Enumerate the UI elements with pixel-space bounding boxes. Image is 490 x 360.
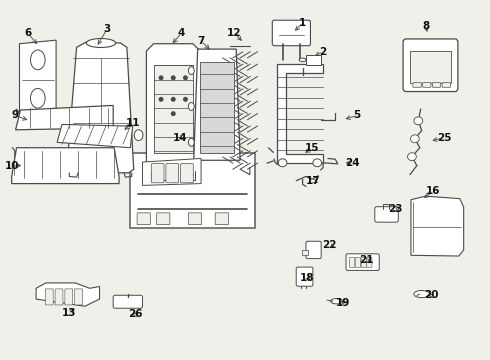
- Text: 19: 19: [336, 298, 350, 308]
- Polygon shape: [154, 65, 193, 153]
- Text: 15: 15: [305, 143, 319, 153]
- FancyBboxPatch shape: [215, 213, 228, 225]
- Polygon shape: [143, 158, 201, 185]
- Text: 5: 5: [354, 111, 361, 121]
- FancyBboxPatch shape: [413, 83, 421, 87]
- FancyBboxPatch shape: [65, 289, 73, 305]
- Ellipse shape: [408, 153, 416, 161]
- Circle shape: [171, 97, 176, 102]
- Text: 13: 13: [62, 309, 76, 318]
- Text: 26: 26: [128, 310, 143, 319]
- Text: 23: 23: [388, 204, 403, 215]
- Text: 18: 18: [300, 273, 315, 283]
- Circle shape: [183, 97, 188, 102]
- Ellipse shape: [188, 103, 194, 111]
- FancyBboxPatch shape: [296, 267, 313, 286]
- FancyBboxPatch shape: [151, 163, 164, 183]
- Polygon shape: [411, 196, 464, 256]
- Ellipse shape: [411, 135, 419, 143]
- FancyBboxPatch shape: [367, 258, 372, 267]
- FancyBboxPatch shape: [113, 295, 143, 308]
- Ellipse shape: [278, 159, 287, 167]
- Text: 4: 4: [178, 28, 185, 38]
- FancyBboxPatch shape: [355, 258, 361, 267]
- Ellipse shape: [188, 67, 194, 75]
- Polygon shape: [20, 40, 56, 119]
- FancyBboxPatch shape: [403, 39, 458, 91]
- Circle shape: [159, 97, 164, 102]
- FancyBboxPatch shape: [432, 83, 441, 87]
- Text: 1: 1: [299, 18, 306, 28]
- FancyBboxPatch shape: [74, 289, 82, 305]
- FancyBboxPatch shape: [361, 258, 367, 267]
- Ellipse shape: [299, 58, 306, 62]
- Polygon shape: [277, 64, 323, 163]
- Polygon shape: [12, 148, 119, 184]
- Circle shape: [183, 75, 188, 80]
- Bar: [130, 153, 255, 228]
- Text: 2: 2: [319, 46, 327, 57]
- Text: 9: 9: [11, 111, 18, 121]
- Text: 16: 16: [426, 186, 440, 197]
- Text: 3: 3: [104, 24, 111, 34]
- Polygon shape: [57, 125, 133, 148]
- FancyBboxPatch shape: [188, 213, 201, 225]
- Text: 21: 21: [359, 255, 373, 265]
- FancyBboxPatch shape: [137, 213, 150, 225]
- FancyBboxPatch shape: [180, 163, 193, 183]
- FancyBboxPatch shape: [442, 83, 450, 87]
- Ellipse shape: [414, 117, 423, 125]
- Polygon shape: [194, 49, 240, 160]
- FancyBboxPatch shape: [166, 163, 179, 183]
- FancyBboxPatch shape: [55, 289, 63, 305]
- Ellipse shape: [30, 88, 45, 108]
- Text: 14: 14: [173, 133, 188, 143]
- Text: 17: 17: [306, 176, 320, 186]
- FancyBboxPatch shape: [375, 207, 398, 222]
- Circle shape: [159, 75, 164, 80]
- Circle shape: [171, 75, 176, 80]
- FancyBboxPatch shape: [423, 83, 431, 87]
- Text: 10: 10: [4, 161, 19, 171]
- Polygon shape: [199, 62, 234, 153]
- FancyBboxPatch shape: [349, 258, 355, 267]
- FancyBboxPatch shape: [346, 254, 379, 270]
- Ellipse shape: [86, 39, 116, 48]
- Ellipse shape: [313, 159, 321, 167]
- FancyBboxPatch shape: [302, 250, 308, 255]
- Circle shape: [171, 111, 176, 116]
- Text: 24: 24: [345, 158, 360, 168]
- FancyBboxPatch shape: [46, 289, 53, 305]
- Polygon shape: [36, 283, 99, 306]
- Polygon shape: [67, 42, 134, 173]
- Text: 22: 22: [322, 240, 336, 250]
- Ellipse shape: [134, 130, 143, 140]
- FancyBboxPatch shape: [157, 213, 170, 225]
- Polygon shape: [16, 105, 113, 130]
- Text: 11: 11: [125, 118, 140, 128]
- Ellipse shape: [188, 138, 194, 146]
- FancyBboxPatch shape: [305, 55, 321, 65]
- FancyBboxPatch shape: [306, 241, 321, 258]
- Polygon shape: [147, 44, 200, 171]
- Text: 8: 8: [422, 21, 429, 31]
- Text: 6: 6: [24, 28, 31, 38]
- Text: 12: 12: [227, 28, 242, 38]
- Text: 25: 25: [437, 133, 451, 143]
- FancyBboxPatch shape: [272, 20, 311, 46]
- Ellipse shape: [30, 50, 45, 70]
- Text: 7: 7: [197, 36, 205, 46]
- Ellipse shape: [414, 291, 430, 298]
- Ellipse shape: [331, 298, 343, 304]
- FancyBboxPatch shape: [410, 51, 451, 83]
- Polygon shape: [274, 22, 308, 44]
- Text: 20: 20: [424, 291, 439, 301]
